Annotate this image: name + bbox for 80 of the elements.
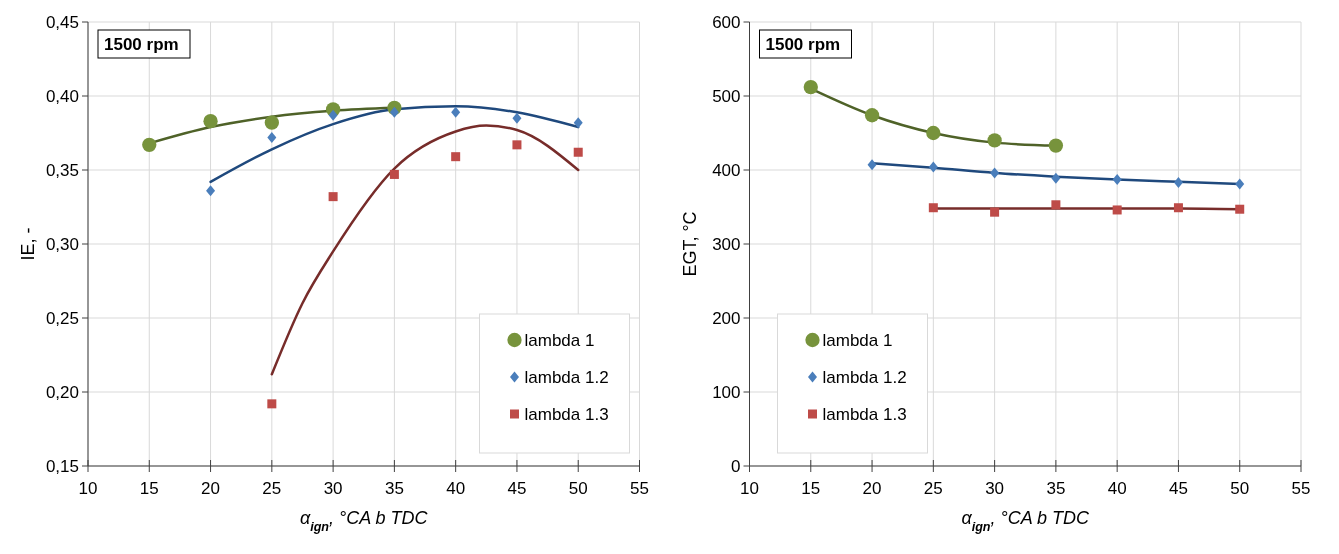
x-tick-label: 25 bbox=[923, 479, 943, 498]
y-tick-label: 0,20 bbox=[45, 383, 79, 402]
x-tick-label: 45 bbox=[1168, 479, 1188, 498]
x-tick-label: 30 bbox=[985, 479, 1005, 498]
x-tick-label: 45 bbox=[507, 479, 527, 498]
point bbox=[267, 131, 277, 143]
point bbox=[1112, 205, 1122, 215]
point bbox=[389, 106, 399, 118]
point bbox=[926, 125, 941, 141]
x-tick-label: 35 bbox=[1046, 479, 1066, 498]
x-tick-label: 30 bbox=[323, 479, 343, 498]
point bbox=[512, 140, 522, 150]
x-tick-label: 55 bbox=[630, 479, 649, 498]
y-tick-label: 0,25 bbox=[45, 309, 79, 328]
x-tick-label: 25 bbox=[262, 479, 282, 498]
y-tick-label: 0,40 bbox=[45, 87, 79, 106]
legend-label: lambda 1.2 bbox=[524, 368, 609, 387]
y-tick-label: 500 bbox=[712, 87, 741, 106]
point bbox=[206, 185, 216, 197]
x-axis-title: α$_{ign}$, °CA b TDC bbox=[961, 508, 1091, 534]
point bbox=[389, 169, 399, 179]
y-tick-label: 400 bbox=[712, 161, 741, 180]
point bbox=[1173, 203, 1183, 213]
point bbox=[867, 159, 877, 171]
x-tick-label: 40 bbox=[1107, 479, 1127, 498]
point bbox=[990, 167, 1000, 179]
y-tick-label: 600 bbox=[712, 13, 741, 32]
point bbox=[203, 114, 218, 129]
annotation: 1500 rpm bbox=[104, 35, 179, 54]
point bbox=[264, 115, 279, 130]
y-tick-label: 0 bbox=[731, 457, 741, 476]
y-axis-title: IE, - bbox=[18, 227, 38, 261]
x-tick-label: 35 bbox=[384, 479, 404, 498]
x-tick-label: 10 bbox=[740, 479, 759, 498]
x-tick-label: 40 bbox=[446, 479, 466, 498]
annotation: 1500 rpm bbox=[765, 35, 841, 54]
point bbox=[864, 108, 880, 123]
y-tick-label: 200 bbox=[712, 309, 741, 328]
point bbox=[142, 137, 157, 152]
x-tick-label: 20 bbox=[862, 479, 882, 498]
x-tick-label: 15 bbox=[801, 479, 821, 498]
x-tick-label: 10 bbox=[78, 479, 98, 498]
point bbox=[803, 79, 818, 95]
point bbox=[1048, 138, 1064, 153]
y-tick-label: 0,35 bbox=[45, 161, 79, 180]
y-tick-label: 0,30 bbox=[45, 235, 79, 254]
legend-label: lambda 1.2 bbox=[822, 368, 907, 387]
point bbox=[451, 152, 461, 162]
x-tick-label: 20 bbox=[201, 479, 221, 498]
point bbox=[987, 133, 1002, 148]
legend-label: lambda 1 bbox=[524, 331, 595, 350]
point bbox=[451, 106, 461, 118]
point bbox=[1112, 174, 1122, 186]
point bbox=[928, 161, 938, 173]
point bbox=[573, 117, 583, 129]
y-tick-label: 0,45 bbox=[45, 13, 79, 32]
x-tick-label: 15 bbox=[139, 479, 159, 498]
point bbox=[328, 109, 338, 121]
x-tick-label: 50 bbox=[568, 479, 588, 498]
point bbox=[1173, 177, 1183, 189]
point bbox=[1235, 204, 1245, 214]
point bbox=[928, 203, 938, 213]
y-tick-label: 0,15 bbox=[45, 457, 79, 476]
point bbox=[512, 112, 522, 124]
x-axis-title: α$_{ign}$, °CA b TDC bbox=[299, 508, 429, 534]
point bbox=[573, 147, 583, 157]
point bbox=[1235, 178, 1245, 190]
legend-label: lambda 1.3 bbox=[822, 405, 907, 424]
point bbox=[328, 192, 338, 202]
point bbox=[1051, 200, 1061, 210]
point bbox=[990, 207, 1000, 217]
legend-label: lambda 1 bbox=[822, 331, 893, 350]
legend-label: lambda 1.3 bbox=[524, 405, 609, 424]
point bbox=[267, 399, 277, 409]
x-tick-label: 55 bbox=[1291, 479, 1311, 498]
x-tick-label: 50 bbox=[1230, 479, 1250, 498]
point bbox=[1051, 172, 1061, 184]
y-tick-label: 300 bbox=[712, 235, 741, 254]
y-tick-label: 100 bbox=[712, 383, 741, 402]
y-axis-title: EGT, °C bbox=[679, 211, 700, 277]
